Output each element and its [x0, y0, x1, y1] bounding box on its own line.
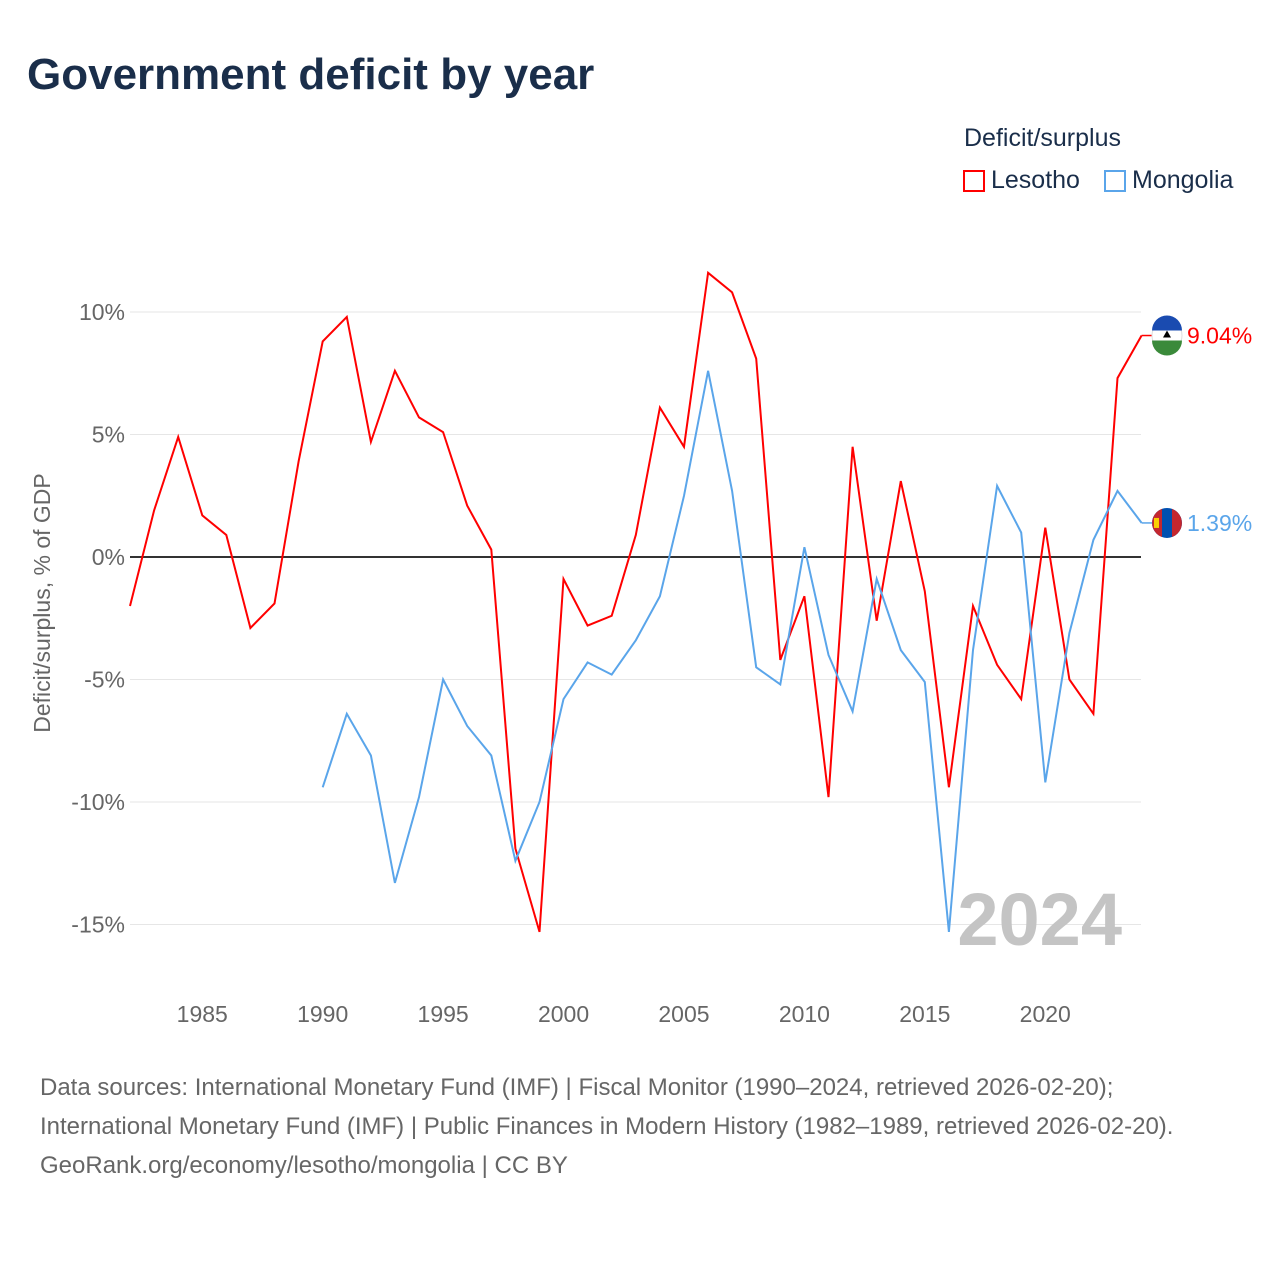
- x-tick-label: 1990: [297, 1001, 348, 1027]
- x-tick-label: 1985: [177, 1001, 228, 1027]
- chart-title: Government deficit by year: [27, 50, 595, 99]
- year-watermark: 2024: [957, 878, 1122, 961]
- end-value-label: 1.39%: [1187, 510, 1252, 536]
- sources-text: Data sources: International Monetary Fun…: [40, 1074, 1174, 1140]
- y-tick-label: 0%: [92, 544, 125, 570]
- legend-item-mongolia[interactable]: Mongolia: [1104, 166, 1233, 195]
- legend-item-lesotho[interactable]: Lesotho: [963, 166, 1080, 195]
- legend-swatch-lesotho: [963, 169, 985, 192]
- legend-label: Mongolia: [1132, 166, 1234, 194]
- y-tick-label: 5%: [92, 422, 125, 448]
- legend-label: Lesotho: [991, 166, 1080, 194]
- x-tick-label: 1995: [418, 1001, 469, 1027]
- series-line-lesotho: [129, 270, 1143, 933]
- y-axis-label: Deficit/surplus, % of GDP: [29, 473, 55, 732]
- attribution-link[interactable]: GeoRank.org/economy/lesotho/mongolia | C…: [40, 1152, 568, 1179]
- flag-stripe: [1152, 315, 1182, 331]
- x-tick-label: 2020: [1020, 1001, 1071, 1027]
- x-tick-label: 2000: [538, 1001, 589, 1027]
- end-value-label: 9.04%: [1187, 323, 1252, 349]
- flag-stripe: [1172, 508, 1182, 538]
- flag-soyombo: [1154, 517, 1159, 528]
- legend-title: Deficit/surplus: [964, 124, 1121, 152]
- y-tick-label: -15%: [71, 912, 125, 938]
- series-line-mongolia: [321, 370, 1143, 932]
- flag-stripe: [1152, 340, 1182, 356]
- sources: Data sources: International Monetary Fun…: [40, 1068, 1250, 1185]
- legend-swatch-mongolia: [1104, 169, 1126, 192]
- y-tick-label: 10%: [79, 299, 125, 325]
- x-tick-label: 2005: [658, 1001, 709, 1027]
- y-tick-label: -10%: [71, 789, 125, 815]
- x-tick-label: 2015: [899, 1001, 950, 1027]
- flag-emblem: [1163, 330, 1171, 338]
- x-tick-label: 2010: [779, 1001, 830, 1027]
- y-tick-label: -5%: [84, 667, 125, 693]
